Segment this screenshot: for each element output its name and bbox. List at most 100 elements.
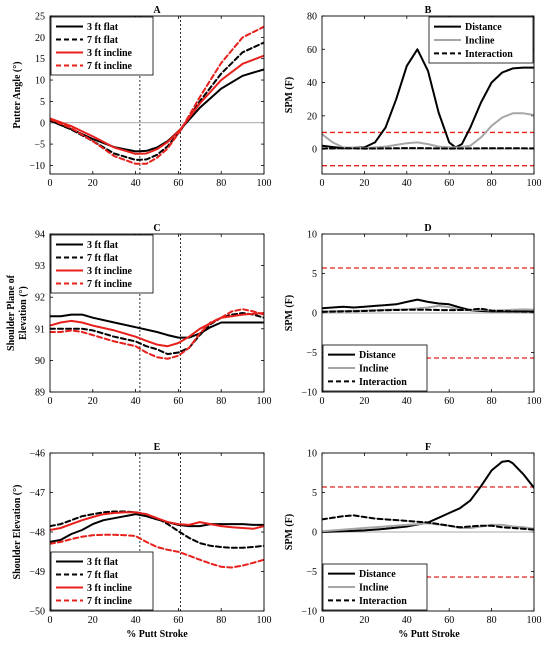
- x-tick-label: 20: [359, 178, 369, 189]
- y-tick-label: −10: [29, 161, 45, 172]
- y-tick-label: 60: [307, 45, 317, 56]
- legend: 3 ft flat 7 ft flat 3 ft incline 7 ft incli…: [50, 234, 154, 294]
- x-tick-label: 100: [527, 178, 542, 189]
- legend-label: Interaction: [465, 49, 513, 60]
- x-tick-label: 20: [359, 615, 369, 626]
- y-axis-label: Shoulder Plane ofElevation (°): [6, 274, 29, 351]
- plot-area: [322, 48, 534, 167]
- legend-label: Distance: [359, 350, 396, 361]
- y-axis-label: SPM (F): [284, 295, 295, 331]
- series-line-distance: [322, 459, 534, 533]
- y-tick-label: 0: [40, 118, 45, 129]
- x-tick-label: 80: [216, 178, 226, 189]
- plot-area: [322, 267, 534, 359]
- x-tick-label: 0: [48, 615, 53, 626]
- legend-label: 3 ft flat: [87, 22, 119, 33]
- series-line-3-ft-flat: [50, 68, 264, 153]
- legend: Distance Incline Interaction: [322, 563, 428, 611]
- legend-label: 7 ft flat: [87, 35, 119, 46]
- x-tick-label: 80: [216, 396, 226, 407]
- panel-c: C 0 20 40 60 80 100 89 90 91 92 93 94 Shoulder Plane …: [6, 223, 272, 407]
- figure-xlabel-right: % Putt Stroke: [398, 629, 460, 640]
- x-tick-label: 100: [257, 396, 272, 407]
- y-axis-label: SPM (F): [284, 514, 295, 550]
- x-tick-label: 60: [173, 615, 183, 626]
- y-tick-label: −46: [29, 449, 45, 460]
- y-tick-label: 91: [35, 324, 45, 335]
- x-tick-label: 60: [173, 178, 183, 189]
- y-tick-label: −10: [301, 388, 317, 399]
- axes-frame: [321, 233, 535, 393]
- legend-label: Incline: [465, 36, 495, 47]
- x-tick-label: 40: [402, 396, 412, 407]
- x-tick-label: 20: [359, 396, 369, 407]
- x-tick-label: 80: [487, 178, 497, 189]
- legend-label: 7 ft incline: [87, 596, 133, 607]
- legend-label: 3 ft incline: [87, 266, 133, 277]
- panel-f: F 0 20 40 60 80 100 −10 −5 0 5 10 SPM (F) Distance Inc…: [284, 442, 542, 626]
- plot-area: [50, 234, 264, 392]
- x-tick-label: 40: [131, 178, 141, 189]
- series-line-3-ft-incline: [50, 54, 264, 155]
- y-tick-label: 40: [307, 78, 317, 89]
- legend-label: 3 ft incline: [87, 48, 133, 59]
- y-tick-label: 5: [312, 488, 317, 499]
- x-tick-label: 60: [444, 396, 454, 407]
- x-tick-label: 40: [131, 615, 141, 626]
- x-tick-label: 80: [216, 615, 226, 626]
- x-tick-label: 80: [487, 615, 497, 626]
- panel-e: E 0 20 40 60 80 100 −50 −49 −48 −47 −46 Shoulder Ele…: [12, 442, 272, 626]
- series-line-7-ft-incline: [50, 533, 264, 569]
- y-tick-label: 0: [312, 145, 317, 156]
- legend-label: Interaction: [359, 377, 407, 388]
- panel-title: E: [154, 442, 161, 453]
- legend-label: 3 ft incline: [87, 583, 133, 594]
- x-tick-label: 0: [48, 178, 53, 189]
- x-tick-label: 0: [320, 178, 325, 189]
- y-tick-label: 10: [35, 76, 45, 87]
- x-tick-label: 60: [444, 178, 454, 189]
- y-tick-label: −49: [29, 567, 45, 578]
- x-tick-label: 100: [257, 615, 272, 626]
- axes-frame: [321, 452, 535, 612]
- x-tick-label: 20: [88, 615, 98, 626]
- figure-xlabel-left: % Putt Stroke: [126, 629, 188, 640]
- legend: Distance Incline Interaction: [322, 344, 428, 392]
- y-tick-label: 93: [35, 261, 45, 272]
- x-tick-label: 100: [527, 615, 542, 626]
- x-tick-label: 60: [444, 615, 454, 626]
- legend-label: 7 ft flat: [87, 253, 119, 264]
- plot-area: [50, 16, 264, 174]
- panel-b: B 0 20 40 60 80 100 0 20 40 60 80 SPM (F) Distance Inc…: [284, 5, 542, 189]
- legend-label: 7 ft flat: [87, 570, 119, 581]
- y-tick-label: 5: [312, 269, 317, 280]
- legend-label: Incline: [359, 364, 389, 375]
- series-line-7-ft-incline: [50, 308, 264, 360]
- legend-label: Distance: [359, 569, 396, 580]
- series-line-incline: [322, 112, 534, 150]
- series-line-interaction: [322, 514, 534, 531]
- y-tick-label: 10: [307, 230, 317, 241]
- y-tick-label: 92: [35, 293, 45, 304]
- legend-label: Distance: [465, 22, 502, 33]
- legend-label: 7 ft incline: [87, 279, 133, 290]
- x-tick-label: 0: [48, 396, 53, 407]
- y-axis-label: SPM (F): [284, 77, 295, 113]
- x-tick-label: 20: [88, 396, 98, 407]
- x-tick-label: 40: [131, 396, 141, 407]
- legend-label: 3 ft flat: [87, 240, 119, 251]
- panel-d: D 0 20 40 60 80 100 −10 −5 0 5 10 SPM (F) Distance Inc…: [284, 223, 542, 407]
- y-tick-label: −10: [301, 607, 317, 618]
- y-axis-label: Shoulder Elevation (°): [12, 485, 23, 580]
- series-line-3-ft-incline: [50, 511, 264, 531]
- x-tick-label: 100: [527, 396, 542, 407]
- y-tick-label: −50: [29, 607, 45, 618]
- y-tick-label: 0: [312, 528, 317, 539]
- y-tick-label: −5: [306, 348, 317, 359]
- y-axis-label: Putter Angle (°): [12, 61, 23, 128]
- y-tick-label: 80: [307, 12, 317, 23]
- y-tick-label: −5: [34, 140, 45, 151]
- y-tick-label: 15: [35, 54, 45, 65]
- x-tick-label: 0: [320, 615, 325, 626]
